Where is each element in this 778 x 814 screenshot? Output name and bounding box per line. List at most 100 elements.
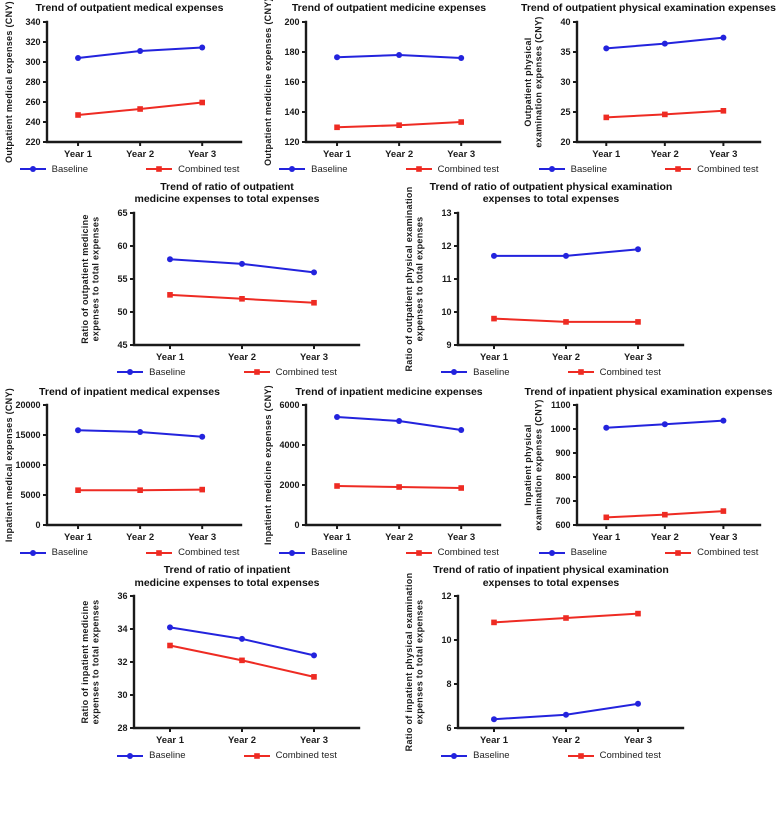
legend-label: Combined test xyxy=(599,366,661,378)
data-point-marker xyxy=(74,487,81,493)
legend-circle-marker-icon xyxy=(441,752,468,759)
chart-title: Trend of outpatient physical examination… xyxy=(521,2,776,14)
data-point-marker xyxy=(719,417,726,424)
legend-circle-marker-icon xyxy=(117,369,144,375)
y-tick-label: 120 xyxy=(284,137,299,147)
data-point-marker xyxy=(198,486,205,493)
x-tick-label: Year 3 xyxy=(447,149,475,160)
legend-circle-marker-icon xyxy=(19,549,46,556)
data-point-marker xyxy=(198,99,205,105)
data-point-marker xyxy=(458,54,465,61)
legend-item-baseline: Baseline xyxy=(19,547,88,558)
y-tick-label: 1100 xyxy=(550,400,570,410)
x-tick-label: Year 2 xyxy=(650,532,678,543)
y-tick-label: 36 xyxy=(117,591,127,601)
y-tick-label: 8 xyxy=(446,679,451,689)
legend-square-marker-icon xyxy=(243,752,270,759)
legend-label: Baseline xyxy=(473,750,510,761)
legend-square-marker-icon xyxy=(665,549,692,556)
y-tick-label: 200 xyxy=(284,17,299,27)
y-tick-label: 20000 xyxy=(15,400,40,410)
y-tick-label: 160 xyxy=(284,77,299,87)
data-point-marker xyxy=(396,121,402,128)
y-tick-label: 260 xyxy=(25,97,40,107)
x-tick-label: Year 2 xyxy=(126,532,154,543)
y-tick-label: 34 xyxy=(117,624,127,634)
data-point-marker xyxy=(136,487,143,493)
data-point-marker xyxy=(136,105,143,112)
x-tick-label: Year 3 xyxy=(624,735,652,746)
legend-label: Baseline xyxy=(570,547,608,558)
x-tick-label: Year 2 xyxy=(552,352,580,363)
legend-label: Combined test xyxy=(275,366,337,378)
x-tick-label: Year 3 xyxy=(709,532,737,543)
legend-item-combined-test: Combined test xyxy=(665,547,758,558)
data-point-marker xyxy=(198,44,205,50)
x-tick-label: Year 2 xyxy=(385,532,413,543)
data-point-marker xyxy=(396,484,402,490)
x-tick-label: Year 3 xyxy=(624,352,652,363)
chart-ratio-inpatient-medicine: Trend of ratio of inpatient medicine expe… xyxy=(74,564,380,761)
data-point-marker xyxy=(491,315,497,321)
legend-item-baseline: Baseline xyxy=(441,750,510,761)
axis-frame xyxy=(304,403,502,527)
legend-label: Combined test xyxy=(437,163,499,175)
y-tick-label: 45 xyxy=(117,340,127,350)
y-axis-label: Ratio of inpatient medicine xyxy=(80,600,90,723)
y-tick-label: 20 xyxy=(560,137,570,147)
y-tick-label: 240 xyxy=(25,117,40,127)
data-point-marker xyxy=(491,252,497,259)
y-tick-label: 1000 xyxy=(550,424,570,434)
legend-label: Combined test xyxy=(599,750,661,761)
data-point-marker xyxy=(563,615,569,621)
y-axis-label: expenses to total expenses xyxy=(415,600,425,725)
data-point-marker xyxy=(239,657,245,664)
legend-circle-marker-icon xyxy=(538,166,565,172)
chart-title: Trend of outpatient medicine expenses xyxy=(291,2,487,14)
chart-outpatient-medicine-expenses: Trend of outpatient medicine expenses Out… xyxy=(260,0,519,175)
y-tick-label: 900 xyxy=(555,448,570,458)
legend-label: Baseline xyxy=(311,547,348,558)
y-tick-label: 180 xyxy=(284,47,299,57)
y-tick-label: 6000 xyxy=(279,400,299,410)
data-point-marker xyxy=(396,418,403,424)
axis-frame xyxy=(575,20,761,143)
legend-circle-marker-icon xyxy=(19,166,46,172)
legend-square-marker-icon xyxy=(405,549,432,556)
data-point-marker xyxy=(458,427,465,433)
data-point-marker xyxy=(239,295,245,302)
data-point-marker xyxy=(661,421,668,428)
data-point-marker xyxy=(491,619,497,626)
y-tick-label: 6 xyxy=(446,723,451,733)
data-point-marker xyxy=(602,514,609,521)
y-tick-label: 10 xyxy=(441,635,451,645)
x-tick-label: Year 3 xyxy=(709,149,737,160)
y-axis-label: examination expenses (CNY) xyxy=(533,399,543,530)
legend-square-marker-icon xyxy=(243,369,270,375)
x-tick-label: Year 1 xyxy=(323,532,352,543)
legend-item-combined-test: Combined test xyxy=(567,750,661,761)
legend-square-marker-icon xyxy=(405,166,432,172)
legend-item-combined-test: Combined test xyxy=(243,366,337,378)
y-axis-label: examination expenses (CNY) xyxy=(533,16,543,147)
x-tick-label: Year 2 xyxy=(385,149,413,160)
y-tick-label: 60 xyxy=(117,241,127,251)
chart-legend: Baseline Combined test xyxy=(279,547,499,558)
data-point-marker xyxy=(635,700,641,707)
legend-label: Baseline xyxy=(473,366,510,378)
y-tick-label: 30 xyxy=(560,77,570,87)
y-tick-label: 55 xyxy=(117,274,127,284)
y-axis-label: expenses to total expenses xyxy=(91,600,101,725)
data-point-marker xyxy=(563,318,569,325)
x-tick-label: Year 3 xyxy=(188,532,216,543)
data-point-marker xyxy=(334,53,341,60)
data-point-marker xyxy=(167,291,173,298)
data-point-marker xyxy=(311,652,317,659)
data-point-marker xyxy=(334,124,340,130)
data-point-marker xyxy=(719,34,726,41)
y-axis-label: Ratio of outpatient medicine xyxy=(80,214,90,343)
legend-item-combined-test: Combined test xyxy=(146,164,239,175)
x-tick-label: Year 1 xyxy=(592,532,621,543)
chart-outpatient-medical-expenses: Trend of outpatient medical expenses Outp… xyxy=(0,1,259,175)
x-tick-label: Year 1 xyxy=(323,149,352,160)
